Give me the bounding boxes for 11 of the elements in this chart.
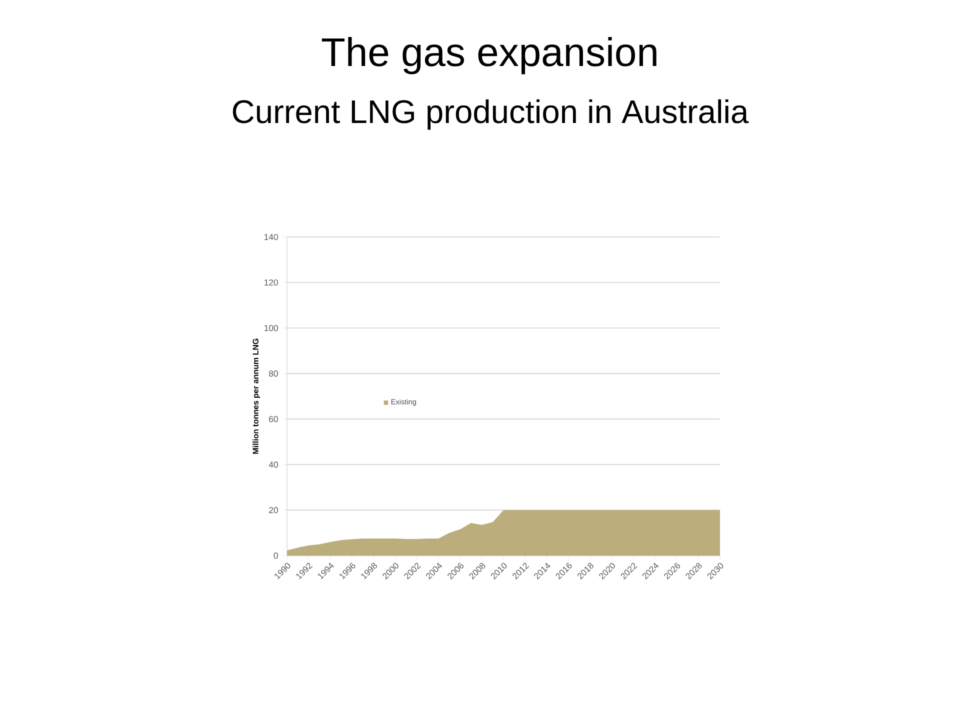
y-tick-label: 140 [264, 234, 278, 240]
chart-subtitle: Current LNG production in Australia [232, 99, 749, 130]
y-tick-label: 80 [269, 370, 278, 377]
y-tick-label: 40 [268, 462, 278, 468]
y-axis-title: Million tonnes per annum LNG [252, 338, 260, 454]
y-tick-label: 120 [264, 279, 278, 286]
y-tick-label: 100 [264, 324, 278, 332]
y-tick-label: 60 [269, 416, 278, 422]
chart-title: The gas expansion [322, 37, 656, 74]
y-tick-label: 20 [269, 507, 278, 514]
y-tick-label: 0 [274, 552, 278, 559]
